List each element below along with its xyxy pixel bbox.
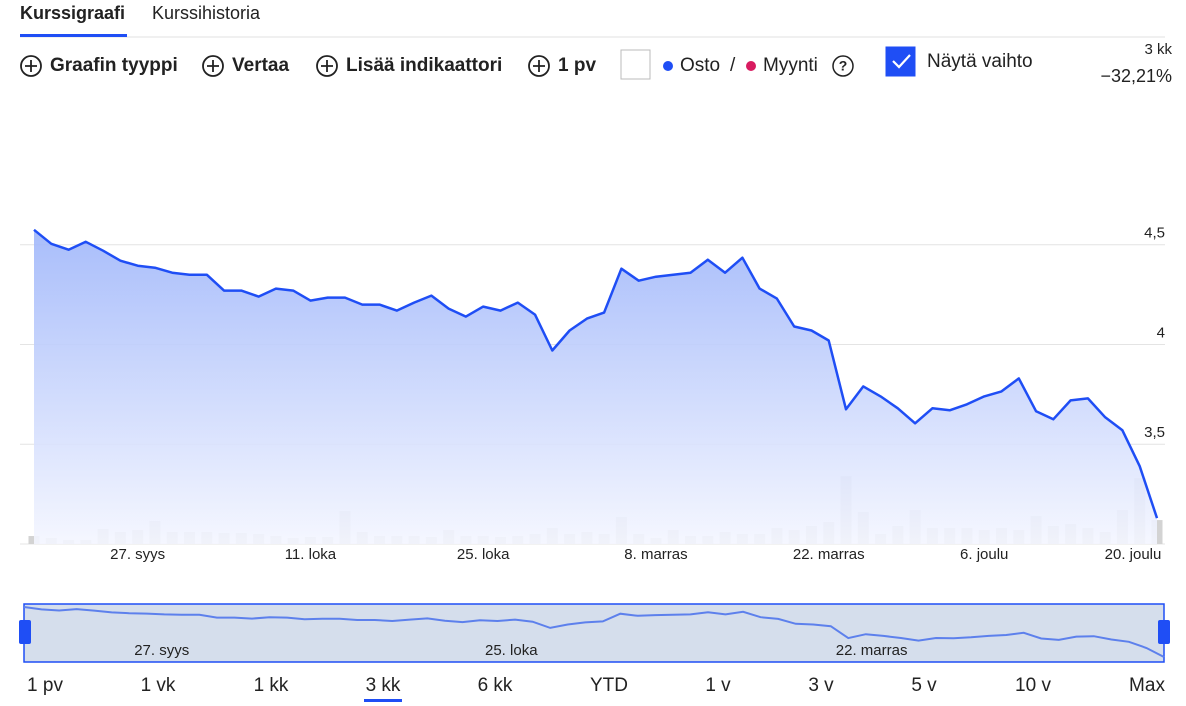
range-button[interactable]: 10 v — [1015, 675, 1051, 696]
y-tick-label: 4,5 — [1144, 225, 1165, 242]
sell-dot — [746, 61, 756, 71]
y-tick-label: 4 — [1157, 324, 1165, 341]
buy-dot — [663, 61, 673, 71]
check-mark — [892, 54, 911, 69]
navigator-label: 27. syys — [134, 642, 189, 659]
volume-checkbox[interactable] — [885, 46, 916, 77]
range-button[interactable]: 5 v — [911, 675, 937, 696]
toolbar-button[interactable]: 1 pv — [558, 55, 596, 76]
plus-icon — [528, 55, 550, 77]
sell-label: Myynti — [763, 55, 818, 76]
navigator-label: 22. marras — [836, 642, 908, 659]
range-button[interactable]: 3 v — [808, 675, 834, 696]
range-button[interactable]: Max — [1129, 675, 1165, 696]
tab-underline — [20, 34, 127, 37]
help-icon-text: ? — [839, 58, 848, 74]
buy-label: Osto — [680, 55, 720, 76]
x-tick-label: 25. loka — [457, 546, 510, 563]
plus-icon — [207, 60, 219, 72]
navigator-label: 25. loka — [485, 642, 538, 659]
tab[interactable]: Kurssihistoria — [152, 3, 261, 23]
range-button[interactable]: 1 v — [705, 675, 731, 696]
x-tick-label: 20. joulu — [1105, 546, 1162, 563]
plus-icon — [316, 55, 338, 77]
navigator[interactable] — [23, 603, 1165, 663]
price-line — [33, 228, 1159, 519]
period-change: −32,21% — [1100, 66, 1172, 86]
plus-icon — [25, 60, 37, 72]
range-button[interactable]: 1 kk — [254, 675, 289, 696]
x-tick-label: 22. marras — [793, 546, 865, 563]
toolbar-button[interactable]: Lisää indikaattori — [346, 55, 502, 76]
navigator-handle-left[interactable] — [19, 620, 31, 644]
separator: / — [730, 55, 736, 76]
tab[interactable]: Kurssigraafi — [20, 3, 125, 23]
plus-icon — [533, 60, 545, 72]
x-tick-label: 6. joulu — [960, 546, 1008, 563]
range-button[interactable]: 1 vk — [141, 675, 176, 696]
plus-icon — [20, 55, 42, 77]
period-label: 3 kk — [1144, 41, 1172, 58]
plus-icon — [202, 55, 224, 77]
range-underline — [364, 699, 402, 702]
navigator-handle-right[interactable] — [1158, 620, 1170, 644]
help-icon[interactable] — [832, 55, 854, 77]
volume-toggle-label: Näytä vaihto — [927, 51, 1033, 72]
toolbar-button[interactable]: Graafin tyyppi — [50, 55, 178, 76]
x-tick-label: 27. syys — [110, 546, 165, 563]
x-tick-label: 8. marras — [624, 546, 687, 563]
price-area — [34, 229, 1157, 545]
y-tick-label: 3,5 — [1144, 424, 1165, 441]
range-button[interactable]: 1 pv — [27, 675, 63, 696]
toolbar-button[interactable]: Vertaa — [232, 55, 289, 76]
plus-icon — [321, 60, 333, 72]
range-button[interactable]: YTD — [590, 675, 628, 696]
range-button[interactable]: 6 kk — [478, 675, 513, 696]
compare-checkbox[interactable] — [620, 49, 651, 80]
x-tick-label: 11. loka — [285, 546, 337, 563]
navigator-line — [23, 606, 1165, 658]
range-button[interactable]: 3 kk — [366, 675, 401, 696]
